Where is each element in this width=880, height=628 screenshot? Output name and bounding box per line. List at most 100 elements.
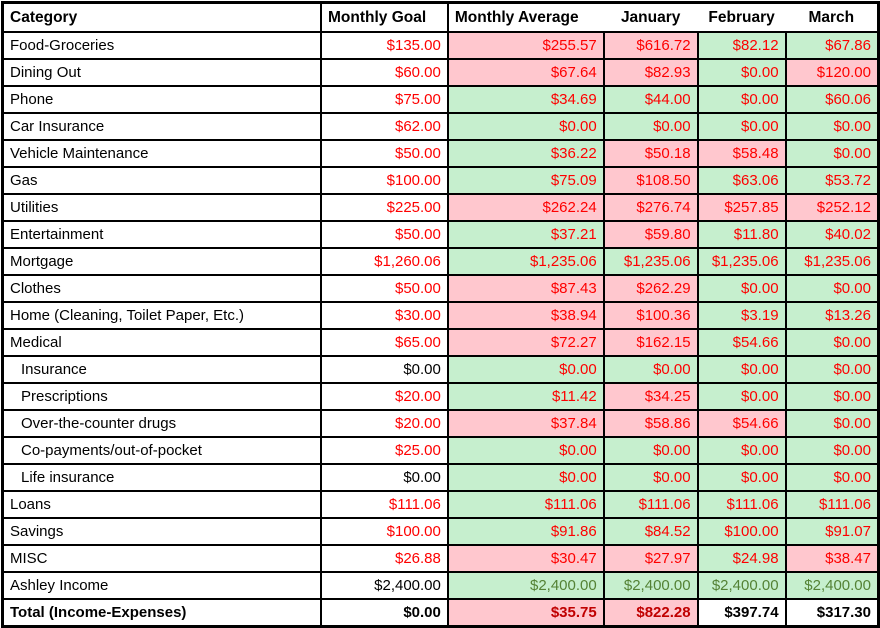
cell-february[interactable]: $397.74 <box>696 598 787 628</box>
cell-monthly-goal[interactable]: $30.00 <box>319 301 449 330</box>
cell-category[interactable]: Savings <box>1 517 322 546</box>
cell-february[interactable]: $0.00 <box>696 436 787 465</box>
cell-february[interactable]: $54.66 <box>696 409 787 438</box>
cell-monthly-average[interactable]: $37.21 <box>446 220 605 249</box>
cell-category[interactable]: Total (Income-Expenses) <box>1 598 322 628</box>
cell-january[interactable]: $84.52 <box>602 517 699 546</box>
cell-monthly-goal[interactable]: $225.00 <box>319 193 449 222</box>
cell-january[interactable]: $822.28 <box>602 598 699 628</box>
cell-january[interactable]: $108.50 <box>602 166 699 195</box>
cell-february[interactable]: $0.00 <box>696 58 787 87</box>
cell-january[interactable]: $2,400.00 <box>602 571 699 600</box>
cell-category[interactable]: Utilities <box>1 193 322 222</box>
cell-monthly-average[interactable]: $11.42 <box>446 382 605 411</box>
cell-monthly-average[interactable]: $72.27 <box>446 328 605 357</box>
cell-category[interactable]: Clothes <box>1 274 322 303</box>
header-january[interactable]: January <box>603 1 699 33</box>
cell-january[interactable]: $0.00 <box>602 463 699 492</box>
cell-category[interactable]: Loans <box>1 490 322 519</box>
cell-monthly-average[interactable]: $262.24 <box>446 193 605 222</box>
cell-january[interactable]: $59.80 <box>602 220 699 249</box>
cell-january[interactable]: $82.93 <box>602 58 699 87</box>
cell-february[interactable]: $3.19 <box>696 301 787 330</box>
cell-category[interactable]: Prescriptions <box>1 382 322 411</box>
cell-january[interactable]: $100.36 <box>602 301 699 330</box>
cell-category[interactable]: Home (Cleaning, Toilet Paper, Etc.) <box>1 301 322 330</box>
cell-monthly-average[interactable]: $0.00 <box>446 112 605 141</box>
cell-monthly-goal[interactable]: $62.00 <box>319 112 449 141</box>
cell-march[interactable]: $67.86 <box>784 31 880 60</box>
cell-march[interactable]: $0.00 <box>784 112 880 141</box>
cell-monthly-average[interactable]: $87.43 <box>446 274 605 303</box>
cell-category[interactable]: Ashley Income <box>1 571 322 600</box>
cell-march[interactable]: $40.02 <box>784 220 880 249</box>
cell-monthly-average[interactable]: $38.94 <box>446 301 605 330</box>
cell-category[interactable]: Phone <box>1 85 322 114</box>
cell-monthly-average[interactable]: $35.75 <box>446 598 605 628</box>
cell-january[interactable]: $58.86 <box>602 409 699 438</box>
cell-monthly-goal[interactable]: $26.88 <box>319 544 449 573</box>
cell-monthly-average[interactable]: $111.06 <box>446 490 605 519</box>
cell-january[interactable]: $50.18 <box>602 139 699 168</box>
cell-monthly-goal[interactable]: $0.00 <box>319 598 449 628</box>
cell-march[interactable]: $60.06 <box>784 85 880 114</box>
cell-monthly-goal[interactable]: $50.00 <box>319 274 449 303</box>
cell-monthly-goal[interactable]: $100.00 <box>319 517 449 546</box>
cell-category[interactable]: Medical <box>1 328 322 357</box>
cell-february[interactable]: $0.00 <box>696 382 787 411</box>
cell-february[interactable]: $63.06 <box>696 166 787 195</box>
cell-january[interactable]: $162.15 <box>602 328 699 357</box>
cell-march[interactable]: $0.00 <box>784 274 880 303</box>
cell-march[interactable]: $0.00 <box>784 355 880 384</box>
header-march[interactable]: March <box>785 1 880 33</box>
cell-category[interactable]: Life insurance <box>1 463 322 492</box>
cell-february[interactable]: $58.48 <box>696 139 787 168</box>
cell-march[interactable]: $38.47 <box>784 544 880 573</box>
cell-monthly-goal[interactable]: $75.00 <box>319 85 449 114</box>
cell-monthly-goal[interactable]: $65.00 <box>319 328 449 357</box>
cell-january[interactable]: $0.00 <box>602 436 699 465</box>
cell-january[interactable]: $262.29 <box>602 274 699 303</box>
cell-february[interactable]: $82.12 <box>696 31 787 60</box>
cell-january[interactable]: $27.97 <box>602 544 699 573</box>
cell-monthly-goal[interactable]: $25.00 <box>319 436 449 465</box>
header-monthly-average[interactable]: Monthly Average <box>446 1 604 33</box>
cell-march[interactable]: $317.30 <box>784 598 880 628</box>
cell-monthly-goal[interactable]: $111.06 <box>319 490 449 519</box>
cell-march[interactable]: $252.12 <box>784 193 880 222</box>
cell-february[interactable]: $1,235.06 <box>696 247 787 276</box>
cell-march[interactable]: $1,235.06 <box>784 247 880 276</box>
cell-monthly-average[interactable]: $75.09 <box>446 166 605 195</box>
cell-march[interactable]: $0.00 <box>784 382 880 411</box>
cell-monthly-goal[interactable]: $20.00 <box>319 409 449 438</box>
cell-monthly-average[interactable]: $0.00 <box>446 436 605 465</box>
cell-march[interactable]: $0.00 <box>784 139 880 168</box>
cell-february[interactable]: $257.85 <box>696 193 787 222</box>
cell-category[interactable]: Entertainment <box>1 220 322 249</box>
cell-february[interactable]: $2,400.00 <box>696 571 787 600</box>
cell-monthly-goal[interactable]: $1,260.06 <box>319 247 449 276</box>
cell-monthly-goal[interactable]: $50.00 <box>319 139 449 168</box>
cell-january[interactable]: $0.00 <box>602 355 699 384</box>
cell-march[interactable]: $0.00 <box>784 409 880 438</box>
cell-february[interactable]: $11.80 <box>696 220 787 249</box>
cell-category[interactable]: Car Insurance <box>1 112 322 141</box>
header-february[interactable]: February <box>697 1 787 33</box>
cell-february[interactable]: $0.00 <box>696 112 787 141</box>
cell-monthly-goal[interactable]: $2,400.00 <box>319 571 449 600</box>
cell-march[interactable]: $91.07 <box>784 517 880 546</box>
cell-monthly-goal[interactable]: $100.00 <box>319 166 449 195</box>
cell-march[interactable]: $0.00 <box>784 436 880 465</box>
cell-category[interactable]: Over-the-counter drugs <box>1 409 322 438</box>
cell-january[interactable]: $1,235.06 <box>602 247 699 276</box>
cell-march[interactable]: $111.06 <box>784 490 880 519</box>
cell-january[interactable]: $616.72 <box>602 31 699 60</box>
cell-category[interactable]: Dining Out <box>1 58 322 87</box>
cell-monthly-average[interactable]: $255.57 <box>446 31 605 60</box>
cell-february[interactable]: $0.00 <box>696 463 787 492</box>
header-category[interactable]: Category <box>1 1 322 33</box>
cell-march[interactable]: $2,400.00 <box>784 571 880 600</box>
cell-monthly-goal[interactable]: $0.00 <box>319 355 449 384</box>
cell-february[interactable]: $54.66 <box>696 328 787 357</box>
cell-february[interactable]: $24.98 <box>696 544 787 573</box>
